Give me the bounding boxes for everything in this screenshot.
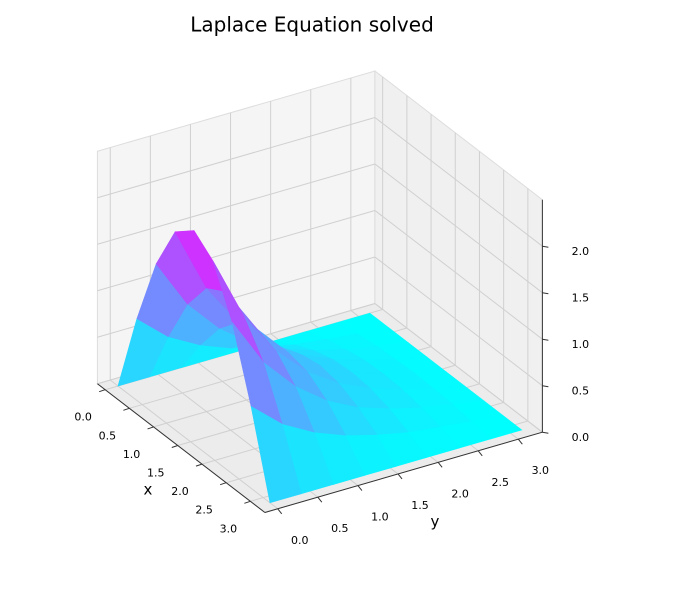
tick-mark — [195, 463, 203, 467]
x-axis-line — [97, 383, 266, 513]
y-tick-label: 3.0 — [532, 464, 550, 477]
y-axis-label: y — [431, 513, 440, 531]
surface-face — [250, 405, 302, 504]
grid-line — [374, 303, 543, 433]
x-tick-label: 0.5 — [99, 429, 117, 442]
x-tick-label: 3.0 — [220, 522, 238, 535]
x-tick-label: 2.0 — [171, 485, 189, 498]
tick-mark — [220, 482, 227, 486]
z-tick-label: 0.5 — [572, 385, 590, 398]
tick-mark — [542, 338, 549, 341]
tick-mark — [542, 385, 549, 388]
tick-mark — [542, 431, 549, 434]
z-tick-label: 1.5 — [572, 292, 590, 305]
grid-line — [109, 379, 279, 510]
z-tick-label: 2.0 — [572, 245, 590, 258]
y-axis-line — [264, 431, 543, 513]
tick-mark — [517, 438, 523, 445]
x-tick-label: 1.5 — [147, 467, 165, 480]
y-tick-label: 1.0 — [371, 511, 389, 524]
tick-mark — [244, 500, 251, 504]
y-tick-label: 1.5 — [411, 499, 429, 512]
tick-mark — [397, 473, 403, 480]
grid-line — [97, 210, 376, 292]
grid-line — [97, 117, 376, 199]
tick-mark — [123, 407, 130, 411]
tick-mark — [357, 485, 363, 491]
grid-line — [97, 163, 376, 245]
tick-mark — [437, 462, 443, 468]
z-tick-label: 1.0 — [572, 338, 590, 351]
grid-line — [374, 256, 543, 387]
x-tick-label: 1.0 — [123, 448, 141, 461]
y-tick-label: 0.5 — [331, 522, 349, 535]
tick-mark — [147, 426, 154, 430]
tick-mark — [317, 496, 323, 503]
y-tick-label: 0.0 — [291, 534, 309, 547]
y-tick-label: 2.0 — [451, 487, 469, 500]
y-tick-label: 2.5 — [491, 476, 509, 489]
x-tick-label: 2.5 — [195, 504, 213, 517]
x-axis-label: x — [144, 481, 153, 499]
tick-mark — [171, 445, 178, 448]
tick-mark — [542, 245, 549, 248]
grid-line — [374, 163, 543, 294]
z-tick-label: 0.0 — [572, 431, 590, 444]
grid-line — [374, 210, 543, 340]
chart-title: Laplace Equation solved — [190, 13, 434, 37]
tick-mark — [277, 508, 283, 515]
grid-line — [374, 117, 543, 247]
tick-mark — [542, 292, 549, 295]
tick-mark — [99, 389, 106, 393]
x-tick-label: 0.0 — [74, 411, 92, 424]
tick-mark — [477, 450, 483, 457]
